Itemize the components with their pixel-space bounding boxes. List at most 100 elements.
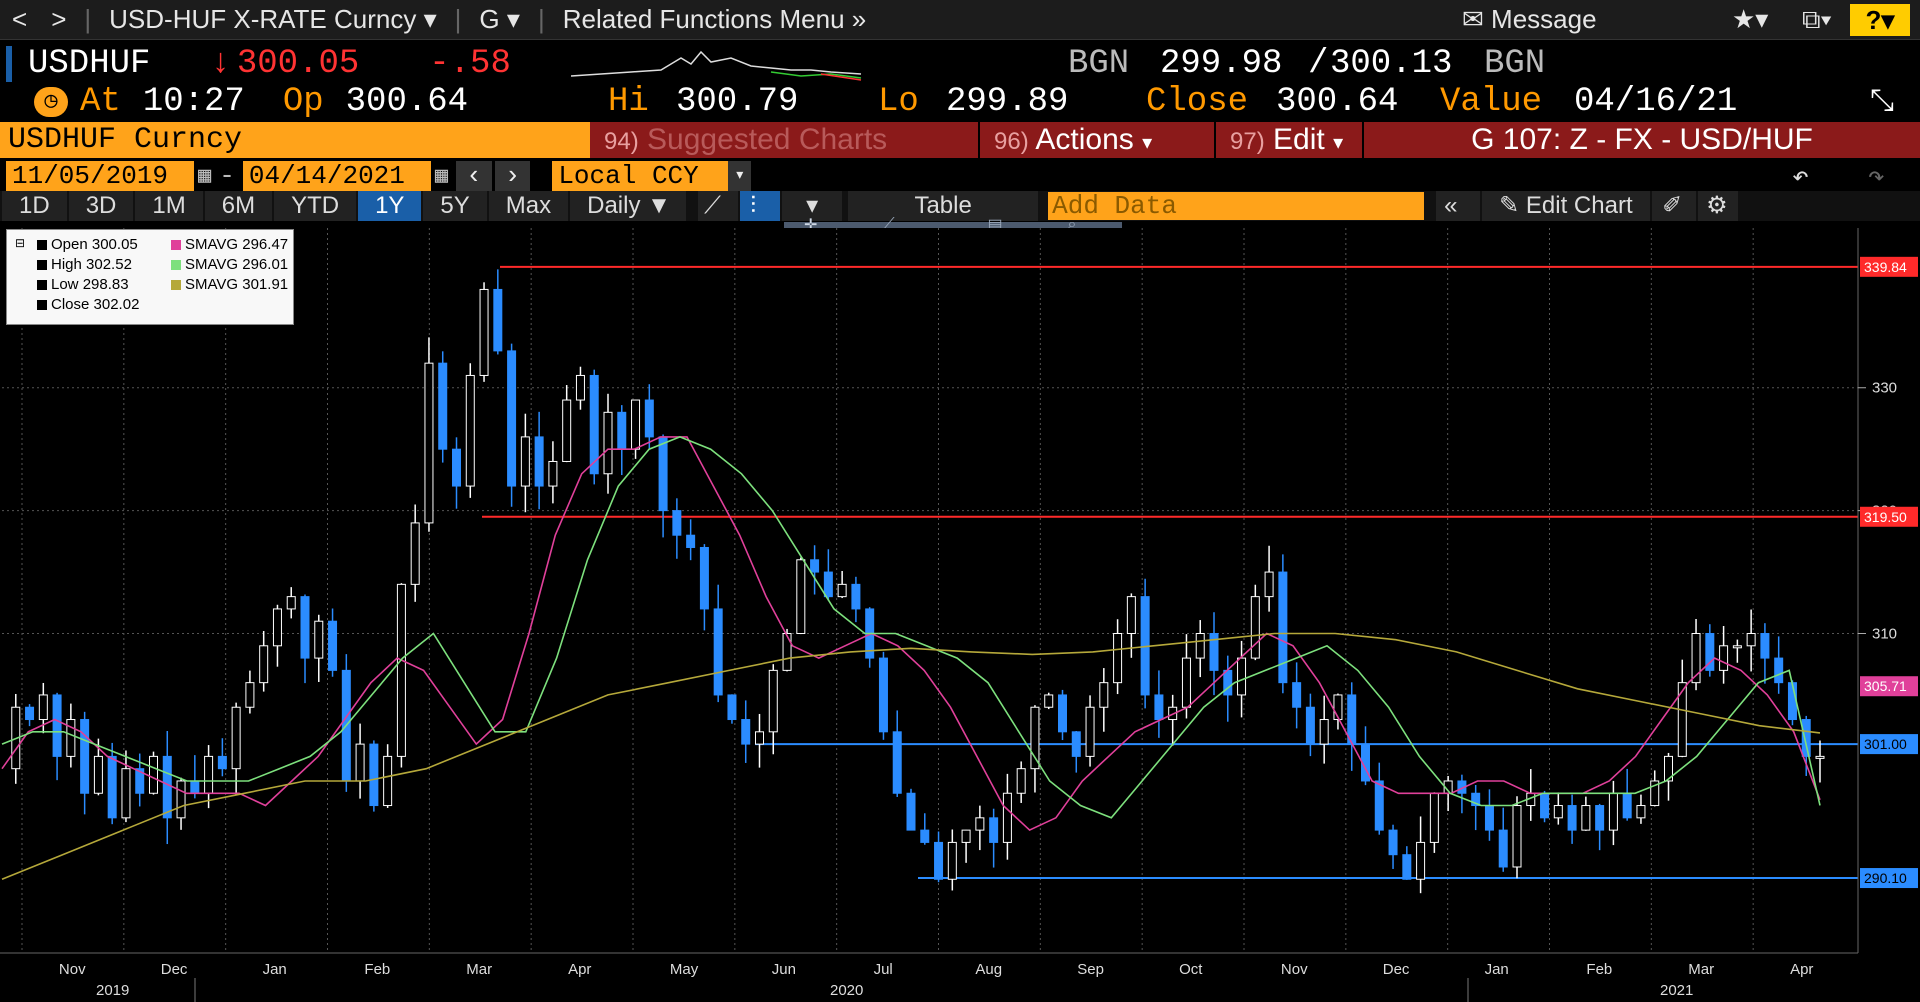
candle-body — [1347, 694, 1357, 745]
candle-body — [149, 755, 158, 794]
candle-body — [906, 792, 916, 831]
tab-max[interactable]: Max — [488, 191, 569, 221]
candle-body — [1250, 596, 1260, 659]
x-tick-label: Dec — [1383, 961, 1410, 978]
chevron-down-icon: ▾ — [1142, 132, 1153, 154]
candle-body — [507, 350, 517, 487]
next-period-button[interactable]: › — [494, 161, 531, 191]
candle-body — [658, 436, 668, 512]
message-button[interactable]: ✉ Message — [1450, 4, 1609, 35]
pencil-icon: ✎ — [1499, 192, 1520, 219]
legend-high-label: High — [51, 256, 82, 273]
security-bar: USDHUF Curncy 94) Suggested Charts 96) A… — [0, 122, 1920, 158]
candle-body — [920, 829, 930, 843]
zoom-tool[interactable]: ⌕ Zoom — [1047, 216, 1128, 252]
bid-ask-slash: / — [1308, 45, 1329, 83]
currency-dropdown[interactable]: ▾ — [728, 161, 752, 191]
legend-open: Open 300.05 — [37, 236, 138, 253]
y-axis: 310 320 330 339.84 319.50 301.00 290.10 305.71 — [1857, 228, 1920, 953]
tab-3d[interactable]: 3D — [68, 191, 134, 221]
plot-area — [0, 228, 1858, 953]
add-data-input[interactable]: Add Data — [1048, 192, 1425, 220]
candle-body — [1553, 805, 1563, 819]
end-date-input[interactable]: 04/14/2021 — [242, 161, 431, 191]
candle-body — [286, 596, 296, 610]
candle-body — [1374, 780, 1384, 831]
candle-chart-button[interactable]: ⫶ — [740, 191, 781, 221]
redo-icon[interactable]: ↷ — [1868, 162, 1885, 194]
track-tool[interactable]: ✛ Track — [784, 215, 863, 253]
open-value: 300.64 — [345, 83, 469, 121]
candle-body — [1209, 633, 1219, 671]
tab-1m[interactable]: 1M — [135, 191, 203, 221]
chart-type-dropdown[interactable]: ▾ — [782, 191, 843, 221]
y-tick-label: 330 — [1872, 380, 1897, 397]
legend-open-label: Open — [51, 236, 88, 253]
at-label: At — [80, 83, 121, 121]
related-functions-menu[interactable]: Related Functions Menu » — [551, 4, 879, 35]
table-button[interactable]: Table — [848, 191, 1039, 221]
collapse-legend-icon[interactable]: ⊟ — [15, 236, 26, 250]
window-menu-button[interactable]: ⧉▾ — [1790, 4, 1843, 36]
candle-body — [1650, 780, 1660, 807]
divider: | — [84, 4, 92, 34]
candle-body — [1402, 854, 1412, 880]
favorites-button[interactable]: ★▾ — [1720, 4, 1780, 35]
resize-icon[interactable]: ⤡ — [1870, 85, 1894, 120]
period-select[interactable]: Daily ▼ — [570, 191, 687, 221]
range-tabs: 1D 3D 1M 6M YTD 1Y 5Y Max Daily ▼ ⟋ ⫶ ▾ … — [0, 191, 1920, 221]
tab-1y[interactable]: 1Y — [358, 191, 422, 221]
candle-body — [66, 719, 76, 757]
tab-5y[interactable]: 5Y — [423, 191, 487, 221]
moving-averages — [1, 436, 1821, 881]
candle-body — [1181, 657, 1191, 708]
actions-button[interactable]: 96) Actions ▾ — [980, 122, 1216, 158]
calendar-icon[interactable]: ▦ — [198, 164, 212, 189]
line-chart-button[interactable]: ⟋ — [698, 191, 739, 221]
annotate-label: Annotate — [883, 234, 948, 251]
tab-1d[interactable]: 1D — [2, 191, 67, 221]
back-button[interactable]: < — [12, 4, 28, 34]
tab-6m[interactable]: 6M — [204, 191, 273, 221]
function-dropdown[interactable]: G ▾ — [467, 4, 532, 35]
level-tag — [1860, 256, 1918, 277]
edit-button[interactable]: 97) Edit ▾ — [1216, 122, 1364, 158]
calendar-icon[interactable]: ▦ — [434, 164, 449, 189]
star-icon: ★▾ — [1732, 4, 1769, 34]
clock-icon[interactable]: ◷ — [34, 87, 68, 117]
candle-body — [851, 583, 861, 610]
collapse-button[interactable]: « — [1436, 191, 1481, 221]
previous-period-button[interactable]: ‹ — [456, 161, 492, 191]
suggested-charts-button[interactable]: 94) Suggested Charts — [590, 122, 980, 158]
chevron-left-icon: ‹ — [466, 161, 482, 191]
candle-body — [727, 694, 737, 721]
candle-body — [562, 399, 572, 462]
settings-button[interactable]: ⚙ — [1698, 191, 1739, 221]
chevron-down-icon: ▾ — [506, 4, 520, 34]
candle-body — [369, 743, 379, 807]
start-date-input[interactable]: 11/05/2019 — [6, 161, 194, 191]
candle-body — [1154, 694, 1164, 721]
edit-number: 97) — [1230, 128, 1265, 155]
legend[interactable]: ⊟ Open 300.05 High 302.52 Low 298.83 Clo… — [6, 229, 294, 325]
edit-chart-button[interactable]: ✎ Edit Chart — [1482, 191, 1651, 221]
tab-ytd[interactable]: YTD — [274, 191, 357, 221]
currency-select[interactable]: Local CCY — [552, 161, 729, 191]
undo-icon[interactable]: ↶ — [1792, 162, 1809, 194]
candle-body — [272, 608, 282, 647]
divider: | — [537, 4, 545, 34]
annotate-button[interactable]: ✐ — [1652, 191, 1697, 221]
date-range-bar: 11/05/2019 ▦ - 04/14/2021 ▦ ‹ › Local CC… — [0, 161, 1920, 194]
legend-open-value: 300.05 — [91, 236, 138, 253]
candle-body — [1002, 792, 1012, 843]
x-tick-label: May — [670, 961, 699, 978]
forward-button[interactable]: > — [51, 4, 67, 34]
horizontal-lines — [482, 265, 1858, 880]
candle-body — [699, 546, 709, 610]
candle-body — [424, 362, 434, 524]
annotate-tool[interactable]: ⟋ Annotate — [863, 216, 967, 252]
x-tick-label: Nov — [59, 961, 86, 978]
security-title-dropdown[interactable]: USD-HUF X-RATE Curncy ▾ — [97, 4, 449, 35]
help-button[interactable]: ?▾ — [1850, 4, 1910, 36]
news-tool[interactable]: ▤ News — [967, 215, 1047, 253]
